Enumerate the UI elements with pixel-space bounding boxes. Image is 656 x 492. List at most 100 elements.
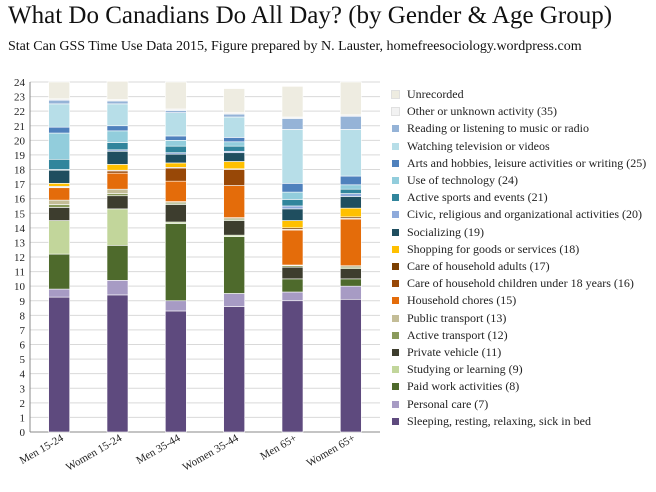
bar-segment bbox=[281, 205, 304, 210]
bar-segment bbox=[340, 268, 362, 280]
legend-swatch bbox=[392, 400, 399, 408]
bar-segment bbox=[165, 162, 187, 168]
bar-segment bbox=[223, 306, 245, 433]
bar-segment bbox=[48, 187, 70, 201]
legend-swatch bbox=[392, 349, 399, 356]
legend-item: Household chores (15) bbox=[392, 292, 516, 309]
bar-segment bbox=[223, 116, 245, 138]
bar-segment bbox=[223, 236, 245, 294]
legend-swatch bbox=[392, 383, 399, 391]
bar-segment bbox=[48, 126, 70, 134]
bar-segment bbox=[48, 220, 70, 255]
bars bbox=[48, 80, 362, 433]
bar-segment bbox=[48, 158, 70, 170]
bar-segment bbox=[165, 310, 187, 433]
bar-segment bbox=[106, 103, 129, 127]
bar-segment bbox=[165, 110, 187, 113]
y-tick-label: 3 bbox=[20, 383, 26, 395]
legend-swatch bbox=[392, 194, 399, 202]
y-tick-label: 17 bbox=[14, 179, 26, 191]
y-tick-label: 6 bbox=[20, 340, 26, 352]
legend-item: Other or unknown activity (35) bbox=[391, 103, 557, 120]
legend-item: Reading or listening to music or radio bbox=[392, 120, 589, 137]
legend-label: Care of household children under 18 year… bbox=[407, 276, 634, 291]
y-tick-label: 15 bbox=[14, 208, 26, 220]
legend-item: Civic, religious and organizational acti… bbox=[392, 206, 642, 223]
bar-segment bbox=[281, 199, 304, 207]
bar-segment bbox=[281, 229, 304, 266]
bar-segment bbox=[106, 142, 129, 151]
bar-segment bbox=[48, 81, 70, 100]
legend-item: Care of household adults (17) bbox=[392, 258, 550, 275]
legend-label: Reading or listening to music or radio bbox=[407, 121, 589, 136]
bar-segment bbox=[165, 180, 187, 202]
bar-segment bbox=[106, 280, 129, 296]
bar-segment bbox=[223, 161, 245, 170]
y-tick-label: 2 bbox=[20, 398, 26, 410]
legend-item: Active transport (12) bbox=[392, 327, 508, 344]
legend-label: Active transport (12) bbox=[407, 327, 508, 342]
bar-segment bbox=[106, 195, 129, 210]
y-tick-label: 8 bbox=[20, 310, 26, 322]
bar-segment bbox=[48, 183, 70, 187]
legend-label: Private vehicle (11) bbox=[407, 345, 502, 359]
bar-segment bbox=[165, 223, 187, 302]
bar-segment bbox=[48, 253, 70, 290]
bar-segment bbox=[281, 220, 304, 229]
legend-item: Private vehicle (11) bbox=[392, 344, 501, 361]
bar-segment bbox=[165, 204, 187, 223]
y-tick-label: 23 bbox=[14, 92, 26, 104]
legend-swatch bbox=[392, 159, 399, 167]
legend-label: Household chores (15) bbox=[407, 293, 517, 308]
legend-item: Care of household children under 18 year… bbox=[392, 275, 634, 292]
bar-segment bbox=[165, 167, 187, 182]
bar-segment bbox=[340, 207, 362, 218]
legend-item: Active sports and events (21) bbox=[392, 189, 548, 206]
legend-item: Public transport (13) bbox=[392, 310, 506, 327]
legend-label: Public transport (13) bbox=[407, 310, 507, 325]
legend-swatch bbox=[392, 263, 399, 270]
legend-label: Socializing (19) bbox=[407, 224, 484, 239]
y-tick-label: 0 bbox=[20, 427, 26, 439]
bar-segment bbox=[340, 184, 362, 190]
bar-segment bbox=[281, 208, 304, 221]
legend-item: Unrecorded bbox=[391, 86, 464, 103]
bar-segment bbox=[106, 170, 129, 174]
y-tick-label: 4 bbox=[20, 369, 26, 381]
bar-segment bbox=[340, 81, 362, 116]
bar-segment bbox=[106, 193, 129, 197]
bar-segment bbox=[340, 298, 362, 433]
legend-label: Unrecorded bbox=[407, 87, 464, 101]
y-tick-label: 16 bbox=[14, 194, 26, 206]
bar-segment bbox=[340, 196, 362, 209]
legend-label: Active sports and events (21) bbox=[407, 190, 548, 205]
legend-swatch bbox=[392, 142, 399, 150]
bar-segment bbox=[165, 112, 187, 137]
bar-segment bbox=[106, 130, 129, 143]
bar-segment bbox=[223, 169, 245, 186]
bar-segment bbox=[281, 129, 304, 184]
bar-segment bbox=[106, 208, 129, 246]
x-tick-label: Men 35-44 bbox=[134, 432, 183, 467]
legend-label: Care of household adults (17) bbox=[407, 259, 550, 273]
y-tick-label: 24 bbox=[14, 77, 26, 89]
legend-label: Watching television or videos bbox=[407, 138, 550, 153]
legend-item: Shopping for goods or services (18) bbox=[392, 241, 579, 258]
bar-segment bbox=[340, 193, 362, 197]
legend-label: Use of technology (24) bbox=[407, 173, 518, 187]
bar-segment bbox=[48, 199, 70, 205]
bar-segment bbox=[48, 288, 70, 298]
y-tick-label: 7 bbox=[20, 325, 26, 337]
y-tick-label: 18 bbox=[14, 165, 26, 177]
legend-item: Paid work activities (8) bbox=[392, 378, 519, 395]
bar-segment bbox=[106, 100, 129, 105]
legend-item: Watching television or videos bbox=[392, 138, 550, 155]
bar-segment bbox=[281, 266, 304, 280]
bar-segment bbox=[223, 152, 245, 162]
y-tick-label: 13 bbox=[14, 237, 26, 249]
y-tick-label: 11 bbox=[14, 267, 25, 279]
bar-segment bbox=[106, 80, 129, 100]
bar-segment bbox=[106, 245, 129, 281]
bar-segment bbox=[223, 185, 245, 218]
bar-segment bbox=[165, 135, 187, 141]
